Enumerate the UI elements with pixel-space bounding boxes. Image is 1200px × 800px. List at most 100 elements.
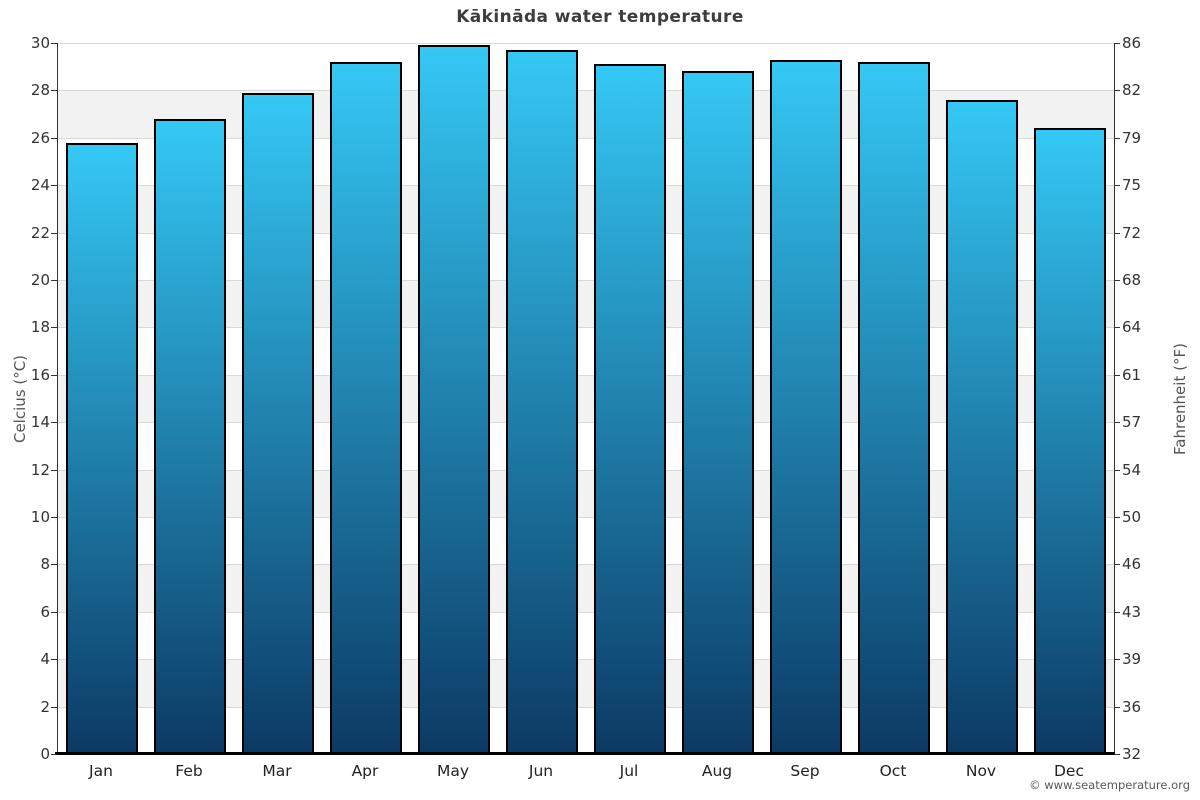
gridline [58,564,1114,566]
celsius-tick-mark [51,422,57,424]
temperature-bar-sep[interactable] [770,59,842,754]
temperature-bar-oct[interactable] [858,61,930,754]
fahrenheit-tick-label: 86 [1122,34,1142,52]
chart-title: Kākināda water temperature [456,7,744,27]
celsius-tick-label: 14 [30,413,50,432]
temperature-bar-apr[interactable] [330,61,402,754]
temperature-bar-jul[interactable] [594,64,666,754]
gridline [58,232,1114,234]
fahrenheit-tick-label: 75 [1122,176,1142,195]
fahrenheit-tick-mark [1114,422,1120,424]
gridline [58,659,1114,661]
celsius-tick-mark [51,374,57,376]
fahrenheit-tick-mark [1114,327,1120,329]
fahrenheit-tick-mark [1114,280,1120,281]
fahrenheit-tick-mark [1114,137,1120,139]
celsius-tick-mark [51,90,57,92]
bar-slot-dec [1026,43,1114,754]
gridline [58,185,1114,187]
bar-slot-mar [234,43,322,754]
month-label-sep: Sep [790,762,820,780]
fahrenheit-tick-label: 50 [1122,508,1142,526]
fahrenheit-tick-mark [1114,611,1120,613]
fahrenheit-tick-label: 43 [1122,602,1142,621]
temperature-bar-mar[interactable] [242,92,314,754]
gridline [58,280,1114,281]
bar-slot-nov [938,43,1026,754]
celsius-tick-mark [51,754,57,755]
celsius-tick-mark [51,280,57,281]
gridline [58,469,1114,471]
background-stripe [58,43,1114,91]
bar-slot-oct [850,43,938,754]
bar-slot-jun [498,43,586,754]
fahrenheit-tick-label: 46 [1122,555,1142,574]
fahrenheit-tick-label: 72 [1122,223,1142,242]
month-label-may: May [436,762,470,780]
background-stripe [58,659,1114,707]
celsius-tick-label: 4 [40,650,50,669]
celsius-tick-mark [51,327,57,329]
temperature-bar-dec[interactable] [1034,128,1106,754]
gridline [58,43,1114,44]
month-label-apr: Apr [351,762,379,780]
gridline [58,374,1114,376]
celsius-tick-mark [51,564,57,566]
background-stripe [58,374,1114,423]
month-label-aug: Aug [701,762,733,780]
background-stripe [58,611,1114,660]
bar-slot-apr [322,43,410,754]
celsius-tick-label: 12 [30,460,50,479]
fahrenheit-tick-mark [1114,517,1120,518]
temperature-bar-nov[interactable] [946,99,1018,754]
celsius-tick-label: 8 [40,555,50,574]
month-label-jul: Jul [619,762,639,780]
bars-container [58,43,1114,754]
celsius-tick-label: 30 [30,34,50,52]
fahrenheit-tick-mark [1114,754,1120,755]
fahrenheit-axis-title: Fahrenheit (°F) [1171,343,1189,455]
fahrenheit-tick-mark [1114,374,1120,376]
fahrenheit-tick-label: 54 [1122,460,1142,479]
celsius-tick-mark [51,137,57,139]
copyright-footer: © www.seatemperature.org [1029,778,1190,792]
celsius-tick-mark [51,43,57,44]
celsius-tick-label: 18 [30,318,50,337]
temperature-bar-jun[interactable] [506,50,578,754]
fahrenheit-tick-mark [1114,659,1120,661]
background-stripe [58,564,1114,612]
fahrenheit-tick-mark [1114,232,1120,234]
month-label-mar: Mar [262,762,292,780]
temperature-bar-feb[interactable] [154,118,226,754]
gridline [58,327,1114,329]
background-stripe [58,280,1114,328]
fahrenheit-tick-mark [1114,185,1120,187]
bar-slot-may [410,43,498,754]
celsius-axis-title: Celcius (°C) [11,354,29,444]
background-stripe [58,517,1114,565]
bar-slot-feb [146,43,234,754]
temperature-bar-jan[interactable] [66,142,138,754]
background-stripe [58,185,1114,233]
background-stripe [58,327,1114,375]
celsius-tick-label: 26 [30,128,50,147]
temperature-bar-aug[interactable] [682,71,754,754]
month-label-dec: Dec [1054,762,1084,780]
background-stripe [58,232,1114,280]
fahrenheit-tick-mark [1114,706,1120,708]
bar-slot-jan [58,43,146,754]
bar-slot-sep [762,43,850,754]
fahrenheit-tick-mark [1114,469,1120,471]
background-stripe [58,706,1114,754]
fahrenheit-tick-label: 64 [1122,318,1142,337]
month-label-jan: Jan [89,762,113,780]
temperature-bar-may[interactable] [418,45,490,754]
x-axis-line [55,752,1115,755]
fahrenheit-tick-label: 57 [1122,413,1142,432]
fahrenheit-tick-label: 68 [1122,271,1142,289]
celsius-tick-mark [51,517,57,518]
celsius-tick-mark [51,469,57,471]
plot-area [57,43,1115,754]
celsius-tick-label: 10 [30,508,50,526]
